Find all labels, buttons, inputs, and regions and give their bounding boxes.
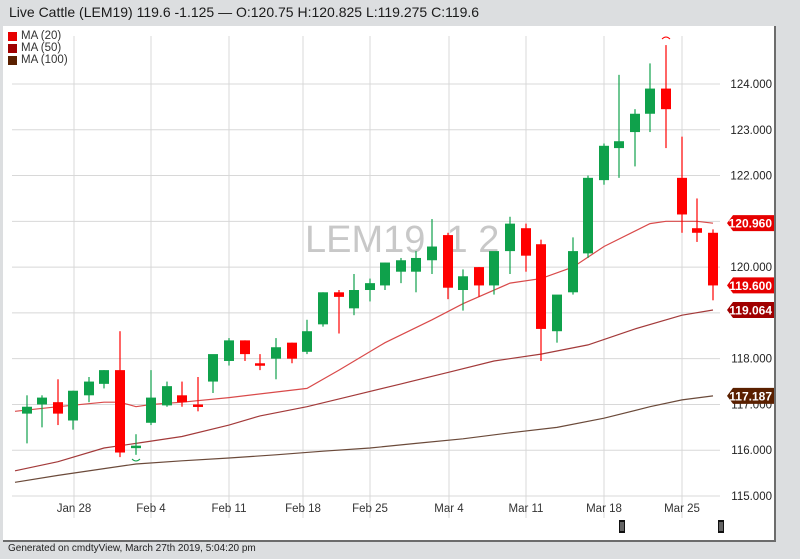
legend: MA (20) MA (50) MA (100) — [8, 30, 68, 66]
x-tick-label: Feb 25 — [352, 503, 388, 515]
x-tick-label: Feb 18 — [285, 503, 321, 515]
candle[interactable] — [411, 251, 421, 293]
candle[interactable] — [505, 216, 515, 274]
svg-text:119.064: 119.064 — [729, 303, 772, 317]
candle[interactable] — [240, 340, 250, 361]
chart-title: Live Cattle (LEM19) 119.6 -1.125 — O:120… — [9, 4, 480, 20]
candle[interactable] — [427, 219, 437, 274]
candle[interactable] — [489, 251, 499, 295]
ma20-swatch — [8, 31, 17, 41]
candle[interactable] — [380, 262, 390, 291]
candle[interactable] — [318, 292, 328, 327]
symbol-watermark: LEM19, 1 2 — [305, 219, 499, 261]
candle[interactable] — [302, 319, 312, 355]
y-tick-label: 116.000 — [731, 445, 772, 457]
candle[interactable] — [568, 237, 578, 295]
candle[interactable] — [630, 109, 640, 167]
candle[interactable] — [115, 331, 125, 458]
candle[interactable] — [177, 381, 187, 407]
candle[interactable] — [692, 198, 702, 242]
candle[interactable] — [458, 269, 468, 311]
candle[interactable] — [84, 376, 94, 403]
candle[interactable] — [521, 223, 531, 272]
candle[interactable] — [677, 136, 687, 233]
x-tick-label: Mar 4 — [434, 503, 464, 515]
y-tick-label: 120.000 — [730, 262, 772, 274]
candle[interactable] — [645, 63, 655, 133]
legend-item-ma50[interactable]: MA (50) — [8, 42, 68, 54]
legend-label-ma20: MA (20) — [21, 30, 62, 42]
candle[interactable] — [131, 434, 141, 455]
svg-text:119.600: 119.600 — [729, 279, 772, 293]
candle[interactable] — [599, 143, 609, 185]
candle[interactable] — [287, 342, 297, 364]
legend-label-ma50: MA (50) — [21, 42, 62, 54]
title-bar: Live Cattle (LEM19) 119.6 -1.125 — O:120… — [0, 0, 800, 26]
candle[interactable] — [162, 381, 172, 407]
x-tick-label: Mar 11 — [509, 503, 544, 515]
x-tick-label: Feb 4 — [136, 503, 166, 515]
candle[interactable] — [334, 290, 344, 334]
candle[interactable] — [37, 395, 47, 428]
ma100-swatch — [8, 55, 17, 65]
price-tag: 120.960 — [727, 215, 774, 232]
candle[interactable] — [443, 232, 453, 300]
low-marker — [131, 458, 141, 462]
y-tick-label: 123.000 — [730, 125, 772, 137]
legend-item-ma100[interactable]: MA (100) — [8, 54, 68, 66]
candle[interactable] — [193, 376, 203, 412]
x-tick-label: Mar 25 — [664, 503, 700, 515]
y-tick-label: 115.000 — [731, 491, 772, 503]
candle[interactable] — [146, 370, 156, 426]
candle[interactable] — [349, 273, 359, 316]
high-marker — [661, 36, 671, 40]
candle[interactable] — [583, 175, 593, 258]
x-tick-label: Jan 28 — [57, 503, 92, 515]
range-handle[interactable] — [718, 520, 724, 533]
ma-line-2 — [14, 395, 714, 483]
price-tag: 119.064 — [727, 301, 774, 318]
candle[interactable] — [208, 354, 218, 394]
y-tick-label: 124.000 — [730, 79, 772, 91]
candle[interactable] — [224, 338, 234, 366]
candle[interactable] — [68, 390, 78, 430]
svg-text:120.960: 120.960 — [729, 217, 773, 231]
candle[interactable] — [614, 74, 624, 178]
candle[interactable] — [396, 257, 406, 284]
x-tick-label: Mar 18 — [586, 503, 622, 515]
price-tag: 117.187 — [727, 387, 774, 404]
candle[interactable] — [536, 239, 546, 361]
candle[interactable] — [552, 294, 562, 343]
footer-generated-text: Generated on cmdtyView, March 27th 2019,… — [8, 543, 256, 554]
x-tick-label: Feb 11 — [212, 503, 247, 515]
ma-line-0 — [14, 220, 714, 412]
candle[interactable] — [255, 354, 265, 371]
candle[interactable] — [53, 379, 63, 426]
y-tick-label: 118.000 — [731, 354, 772, 366]
candle[interactable] — [474, 267, 484, 297]
candle[interactable] — [661, 45, 671, 149]
ma50-swatch — [8, 43, 17, 53]
candle[interactable] — [99, 370, 109, 389]
candle[interactable] — [365, 278, 375, 302]
y-tick-label: 122.000 — [730, 171, 772, 183]
range-handle[interactable] — [619, 520, 625, 533]
candle[interactable] — [708, 229, 718, 301]
candle[interactable] — [271, 338, 281, 380]
legend-label-ma100: MA (100) — [21, 54, 68, 66]
legend-item-ma20[interactable]: MA (20) — [8, 30, 68, 42]
svg-text:117.187: 117.187 — [729, 389, 772, 403]
candle[interactable] — [22, 395, 32, 444]
ma-line-1 — [14, 309, 714, 472]
price-tag: 119.600 — [727, 277, 774, 294]
